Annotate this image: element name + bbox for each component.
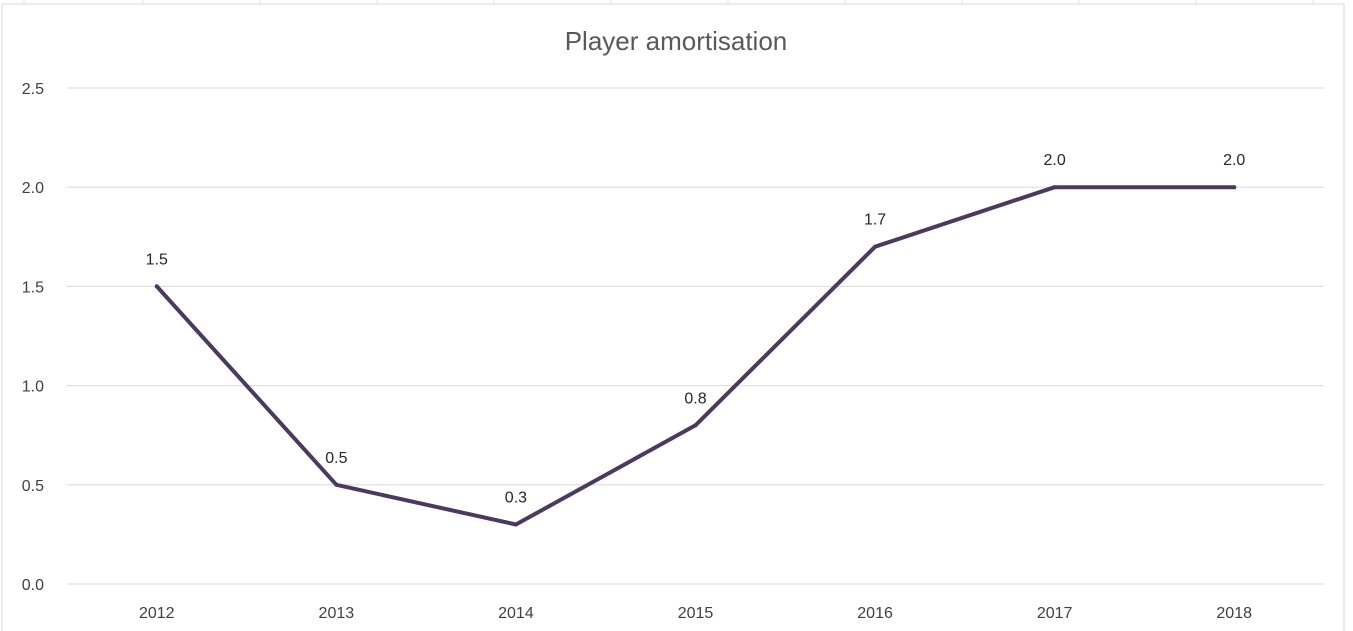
data-point[interactable] <box>693 423 698 428</box>
chart-area[interactable] <box>1 3 1345 631</box>
x-tick-label: 2018 <box>1216 605 1252 622</box>
y-tick-label: 1.5 <box>22 279 44 296</box>
data-label: 2.0 <box>1044 152 1066 169</box>
data-label: 0.3 <box>505 489 527 506</box>
data-point[interactable] <box>334 482 339 487</box>
data-label: 1.7 <box>864 212 886 229</box>
y-tick-label: 2.5 <box>22 81 44 98</box>
y-tick-label: 0.0 <box>22 577 44 594</box>
data-label: 2.0 <box>1223 152 1245 169</box>
data-point[interactable] <box>873 244 878 249</box>
spreadsheet-gridlines <box>23 0 1314 4</box>
x-axis-tick-labels: 2012 2013 2014 2015 2016 2017 2018 <box>139 605 1252 622</box>
y-tick-label: 1.0 <box>22 379 44 396</box>
data-labels: 1.5 0.5 0.3 0.8 1.7 2.0 2.0 <box>146 152 1246 506</box>
data-label: 1.5 <box>146 251 168 268</box>
x-tick-label: 2012 <box>139 605 175 622</box>
y-gridlines <box>67 87 1324 585</box>
data-point[interactable] <box>513 522 518 527</box>
data-point[interactable] <box>154 284 159 289</box>
x-tick-label: 2015 <box>678 605 714 622</box>
x-tick-label: 2016 <box>857 605 893 622</box>
data-label: 0.8 <box>684 390 706 407</box>
y-axis-tick-labels: 0.0 0.5 1.0 1.5 2.0 2.5 <box>22 81 44 594</box>
y-tick-label: 2.0 <box>22 180 44 197</box>
y-tick-label: 0.5 <box>22 478 44 495</box>
data-point[interactable] <box>1232 185 1237 190</box>
chart-title: Player amortisation <box>565 26 788 56</box>
x-tick-label: 2014 <box>498 605 534 622</box>
x-tick-label: 2017 <box>1037 605 1073 622</box>
data-label: 0.5 <box>325 450 347 467</box>
x-tick-label: 2013 <box>319 605 355 622</box>
series-group <box>154 185 1237 527</box>
data-point[interactable] <box>1052 185 1057 190</box>
